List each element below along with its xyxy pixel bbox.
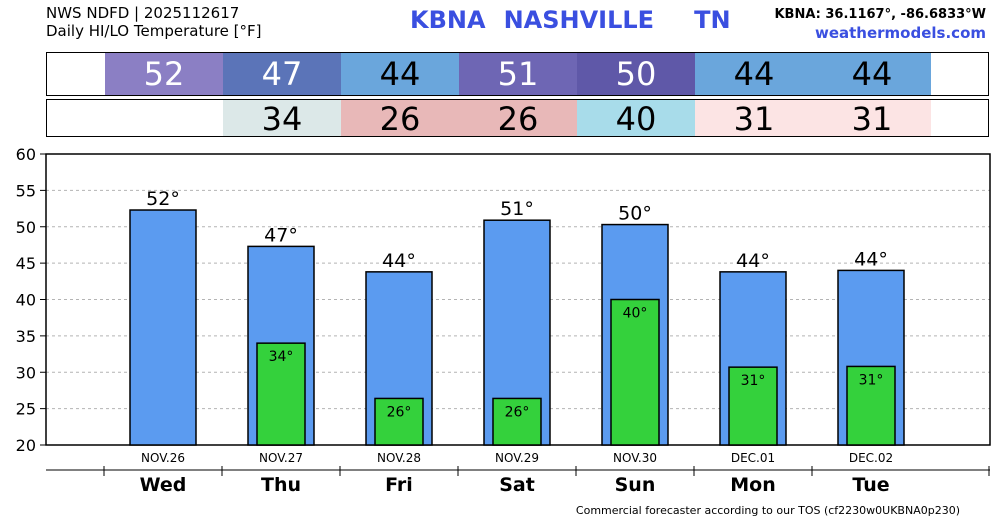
x-day-label: Sat <box>499 474 535 496</box>
y-tick-label: 35 <box>16 327 36 346</box>
y-tick-label: 55 <box>16 181 36 200</box>
low-temp-cell: 31 <box>813 100 931 138</box>
low-temp-cell: 34 <box>223 100 341 138</box>
site-link[interactable]: weathermodels.com <box>814 24 986 42</box>
low-temp-label: 40° <box>623 306 648 322</box>
high-temp-label: 51° <box>500 198 534 220</box>
x-day-label: Thu <box>261 474 301 496</box>
low-temp-label: 26° <box>505 404 530 420</box>
high-temp-cell: 44 <box>813 53 931 95</box>
high-temp-cell: 52 <box>105 53 223 95</box>
low-temp-bar <box>492 397 542 446</box>
x-date-label: NOV.27 <box>259 451 303 465</box>
x-date-label: NOV.30 <box>613 451 657 465</box>
high-temp-label: 44° <box>382 250 416 272</box>
y-tick-label: 60 <box>16 145 36 164</box>
low-temp-bar <box>728 366 778 446</box>
high-temp-cell: 47 <box>223 53 341 95</box>
header-title: Daily HI/LO Temperature [°F] <box>46 22 262 40</box>
state-name: TN <box>694 6 731 34</box>
x-day-label: Fri <box>385 474 413 496</box>
temperature-bar-chart: 20 25 30 35 40 45 50 55 60 52° NOV.26 Wed 47° 34° NOV.… <box>16 145 991 496</box>
low-temp-cell: 40 <box>577 100 695 138</box>
high-temp-cell: 44 <box>341 53 459 95</box>
x-day-label: Mon <box>730 474 776 496</box>
low-temp-strip: 34 26 26 40 31 31 <box>46 99 989 138</box>
high-temp-cell: 44 <box>695 53 813 95</box>
high-temp-label: 47° <box>264 224 298 246</box>
low-temp-label: 34° <box>269 349 294 365</box>
low-temp-cell: 31 <box>695 100 813 138</box>
x-date-label: DEC.01 <box>731 451 775 465</box>
high-temp-cell: 51 <box>459 53 577 95</box>
y-tick-label: 20 <box>16 436 36 455</box>
high-temp-label: 44° <box>854 248 888 270</box>
low-temp-bar <box>256 342 306 446</box>
city-name: NASHVILLE <box>503 6 655 34</box>
x-day-label: Wed <box>140 474 187 496</box>
low-temp-bar <box>846 365 896 446</box>
low-temp-cell: 26 <box>341 100 459 138</box>
high-temp-label: 52° <box>146 188 180 210</box>
y-tick-label: 25 <box>16 400 36 419</box>
x-date-label: DEC.02 <box>849 451 893 465</box>
x-day-label: Tue <box>852 474 889 496</box>
high-temp-strip: 52 47 44 51 50 44 44 <box>46 52 989 96</box>
y-tick-label: 40 <box>16 291 36 310</box>
high-temp-bar <box>129 209 197 446</box>
low-temp-bar <box>610 298 660 446</box>
high-temp-label: 44° <box>736 250 770 272</box>
low-temp-label: 26° <box>387 404 412 420</box>
low-temp-bar <box>374 397 424 446</box>
x-date-label: NOV.26 <box>141 451 185 465</box>
y-tick-label: 50 <box>16 218 36 237</box>
x-date-label: NOV.29 <box>495 451 539 465</box>
footer-note: Commercial forecaster according to our T… <box>575 504 960 517</box>
high-temp-cell: 50 <box>577 53 695 95</box>
low-temp-label: 31° <box>859 372 884 388</box>
high-temp-label: 50° <box>618 203 652 225</box>
low-temp-cell <box>105 100 223 136</box>
header-left: NWS NDFD | 2025112617 Daily HI/LO Temper… <box>46 4 262 40</box>
low-temp-label: 31° <box>741 373 766 389</box>
low-temp-cell: 26 <box>459 100 577 138</box>
station-coords: KBNA: 36.1167°, -86.6833°W <box>774 7 986 22</box>
header-right: KBNA: 36.1167°, -86.6833°W weathermodels… <box>774 6 986 42</box>
x-date-label: NOV.28 <box>377 451 421 465</box>
y-tick-label: 30 <box>16 363 36 382</box>
x-day-label: Sun <box>615 474 656 496</box>
header-location: KBNA NASHVILLE TN <box>410 6 749 34</box>
header-source: NWS NDFD | 2025112617 <box>46 4 240 22</box>
y-tick-label: 45 <box>16 254 36 273</box>
station-id: KBNA <box>410 6 486 34</box>
